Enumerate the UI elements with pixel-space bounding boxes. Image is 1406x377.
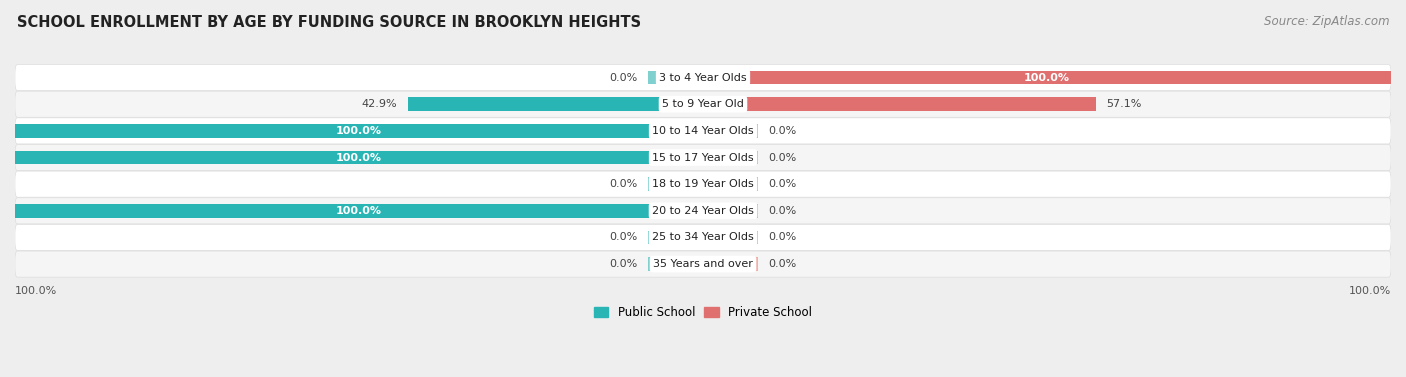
Text: 0.0%: 0.0% [609,259,638,269]
Bar [15,150,703,164]
Bar [15,124,703,138]
Text: 42.9%: 42.9% [361,99,398,109]
FancyBboxPatch shape [15,171,1391,197]
Text: 0.0%: 0.0% [768,126,797,136]
FancyBboxPatch shape [15,64,1391,90]
Text: 0.0%: 0.0% [768,259,797,269]
Bar [648,177,703,191]
Text: SCHOOL ENROLLMENT BY AGE BY FUNDING SOURCE IN BROOKLYN HEIGHTS: SCHOOL ENROLLMENT BY AGE BY FUNDING SOUR… [17,15,641,30]
Text: 100.0%: 100.0% [336,206,382,216]
Text: 0.0%: 0.0% [768,179,797,189]
Text: 10 to 14 Year Olds: 10 to 14 Year Olds [652,126,754,136]
Bar [703,97,1095,111]
Text: 57.1%: 57.1% [1107,99,1142,109]
Text: 0.0%: 0.0% [609,233,638,242]
Text: 0.0%: 0.0% [768,206,797,216]
FancyBboxPatch shape [15,224,1391,250]
Bar [648,257,703,271]
Bar [703,150,758,164]
FancyBboxPatch shape [15,198,1391,224]
FancyBboxPatch shape [15,144,1391,170]
Text: 100.0%: 100.0% [336,126,382,136]
Bar [15,204,703,218]
Bar [408,97,703,111]
Text: 15 to 17 Year Olds: 15 to 17 Year Olds [652,153,754,162]
Bar [703,70,1391,84]
Text: 5 to 9 Year Old: 5 to 9 Year Old [662,99,744,109]
Text: 100.0%: 100.0% [1024,72,1070,83]
Bar [648,230,703,244]
Legend: Public School, Private School: Public School, Private School [589,302,817,324]
Text: 3 to 4 Year Olds: 3 to 4 Year Olds [659,72,747,83]
Bar [703,204,758,218]
Text: 35 Years and over: 35 Years and over [652,259,754,269]
FancyBboxPatch shape [15,118,1391,144]
Bar [648,70,703,84]
Bar [703,177,758,191]
Text: 0.0%: 0.0% [768,233,797,242]
Text: 0.0%: 0.0% [609,72,638,83]
Text: 18 to 19 Year Olds: 18 to 19 Year Olds [652,179,754,189]
Text: 100.0%: 100.0% [15,286,58,296]
Text: 100.0%: 100.0% [336,153,382,162]
FancyBboxPatch shape [15,251,1391,277]
Text: 0.0%: 0.0% [768,153,797,162]
Bar [703,124,758,138]
Text: 0.0%: 0.0% [609,179,638,189]
FancyBboxPatch shape [15,91,1391,117]
Text: 20 to 24 Year Olds: 20 to 24 Year Olds [652,206,754,216]
Text: Source: ZipAtlas.com: Source: ZipAtlas.com [1264,15,1389,28]
Bar [703,230,758,244]
Text: 25 to 34 Year Olds: 25 to 34 Year Olds [652,233,754,242]
Bar [703,257,758,271]
Text: 100.0%: 100.0% [1348,286,1391,296]
